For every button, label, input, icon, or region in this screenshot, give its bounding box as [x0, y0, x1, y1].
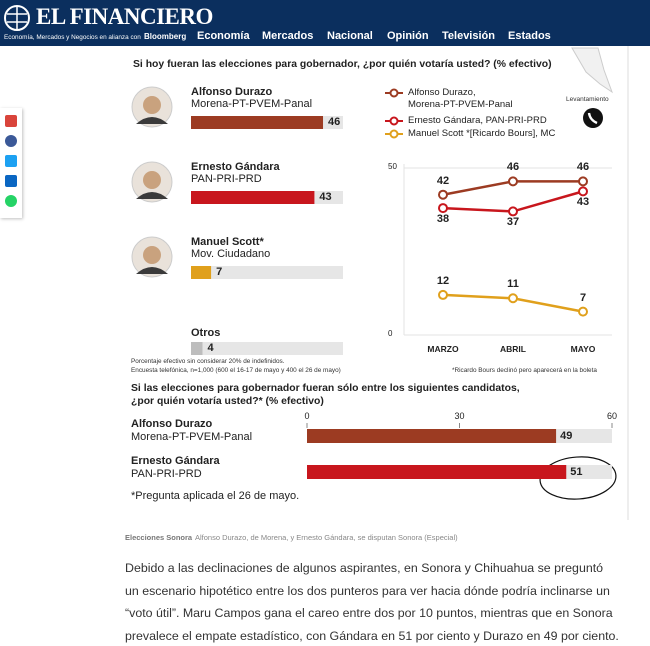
caption-label: Elecciones Sonora: [125, 533, 193, 542]
corner-label: Levantamiento: [566, 96, 609, 103]
article-paragraph: Debido a las declinaciones de algunos as…: [125, 561, 619, 643]
candidate-name: Alfonso Durazo: [131, 418, 213, 430]
share-whatsapp[interactable]: [5, 195, 17, 207]
candidate-party: Mov. Ciudadano: [191, 248, 271, 260]
data-label: 37: [506, 216, 520, 229]
logo-globe-lines: [7, 6, 27, 30]
bar: [307, 429, 557, 443]
x-tick-label: MAYO: [570, 344, 596, 354]
bar-value-label: 49: [560, 430, 573, 442]
x-tick-label: 60: [606, 411, 618, 421]
legend-marker: [389, 116, 399, 126]
candidate-name: Ernesto Gándara: [191, 161, 280, 173]
series-marker: [438, 189, 448, 200]
candidate-face: [143, 171, 161, 189]
bar-background: [191, 342, 343, 355]
hand-drawn-circle: [539, 456, 617, 500]
data-label: 11: [507, 278, 519, 291]
nav-item[interactable]: Estados: [508, 30, 551, 42]
candidate-party: Morena-PT-PVEM-Panal: [131, 431, 253, 443]
candidate-body: [136, 117, 168, 124]
phone-icon: [583, 108, 603, 128]
phone-glyph: [587, 112, 598, 125]
x-tick-label: 0: [304, 411, 310, 421]
data-label: 46: [576, 161, 590, 174]
legend-label: Ernesto Gándara, PAN-PRI-PRD: [408, 115, 547, 126]
candidate-face: [143, 246, 161, 264]
legend-marker: [389, 88, 399, 98]
x-tick-label: 30: [454, 411, 465, 421]
data-label: 7: [579, 291, 587, 304]
bar: [191, 266, 212, 279]
candidate-name: Otros: [191, 327, 221, 339]
nav-item[interactable]: Nacional: [327, 30, 373, 42]
runoff-question: Si las elecciones para gobernador fueran…: [131, 383, 520, 407]
share-twitter[interactable]: [5, 155, 17, 167]
series-marker: [438, 289, 448, 300]
data-label: 43: [576, 196, 590, 209]
tagline-partner: Bloomberg: [144, 32, 187, 41]
note: Porcentaje efectivo sin considerar 20% d…: [131, 358, 285, 365]
legend-label: Manuel Scott *[Ricardo Bours], MC: [408, 128, 556, 139]
bar: [191, 191, 315, 204]
note: Encuesta telefónica, n=1,000 (600 el 16-…: [131, 367, 341, 374]
share-facebook[interactable]: [5, 135, 17, 147]
bar-value-label: 51: [570, 466, 583, 478]
bar-background: [191, 266, 343, 279]
x-tick-label: MARZO: [427, 344, 459, 354]
share-bar: [0, 108, 22, 218]
data-label: 46: [506, 161, 520, 174]
data-label: 42: [436, 174, 450, 187]
map-fragment: [571, 47, 613, 94]
tagline: Economía, Mercados y Negocios en alianza…: [4, 34, 141, 41]
nav-item[interactable]: Opinión: [387, 30, 429, 42]
candidate-party: PAN-PRI-PRD: [191, 173, 262, 185]
logo: EL FINANCIERO: [36, 4, 213, 29]
y-tick-label: 0: [388, 329, 393, 338]
trend-note: *Ricardo Bours declinó pero aparecerá en…: [452, 367, 597, 374]
candidate-face: [143, 96, 161, 114]
bar: [191, 342, 203, 355]
series-marker: [578, 186, 588, 197]
bar-value-label: 46: [328, 116, 341, 128]
share-email[interactable]: [5, 115, 17, 127]
site-header: [0, 0, 650, 46]
series-marker: [438, 203, 448, 214]
candidate-name: Manuel Scott*: [191, 236, 264, 248]
share-linkedin[interactable]: [5, 175, 17, 187]
candidate-name: Alfonso Durazo: [191, 86, 273, 98]
y-tick-label: 50: [388, 162, 397, 171]
caption: Alfonso Durazo, de Morena, y Ernesto Gán…: [195, 533, 458, 542]
legend-marker: [389, 129, 399, 139]
legend-label: Alfonso Durazo, Morena-PT-PVEM-Panal: [408, 87, 513, 110]
x-tick-label: ABRIL: [500, 344, 526, 354]
candidate-body: [136, 267, 168, 274]
question: Si hoy fueran las elecciones para gobern…: [133, 59, 552, 70]
nav-item[interactable]: Televisión: [442, 30, 495, 42]
series-marker: [508, 293, 518, 304]
bar: [191, 116, 324, 129]
candidate-name: Ernesto Gándara: [131, 455, 220, 467]
bar-value-label: 4: [207, 342, 214, 354]
bar: [307, 465, 567, 479]
series-marker: [508, 206, 518, 217]
candidate-party: Morena-PT-PVEM-Panal: [191, 98, 313, 110]
data-label: 38: [436, 213, 450, 226]
series-marker: [508, 176, 518, 187]
bar-value-label: 7: [216, 266, 223, 278]
nav-item[interactable]: Economía: [197, 30, 250, 42]
candidate-body: [136, 192, 168, 199]
runoff-note: *Pregunta aplicada el 26 de mayo.: [131, 490, 300, 502]
candidate-party: PAN-PRI-PRD: [131, 468, 202, 480]
bar-value-label: 43: [319, 191, 332, 203]
series-marker: [578, 306, 588, 317]
data-label: 12: [436, 274, 450, 287]
nav-item[interactable]: Mercados: [262, 30, 314, 42]
series-marker: [578, 176, 588, 187]
